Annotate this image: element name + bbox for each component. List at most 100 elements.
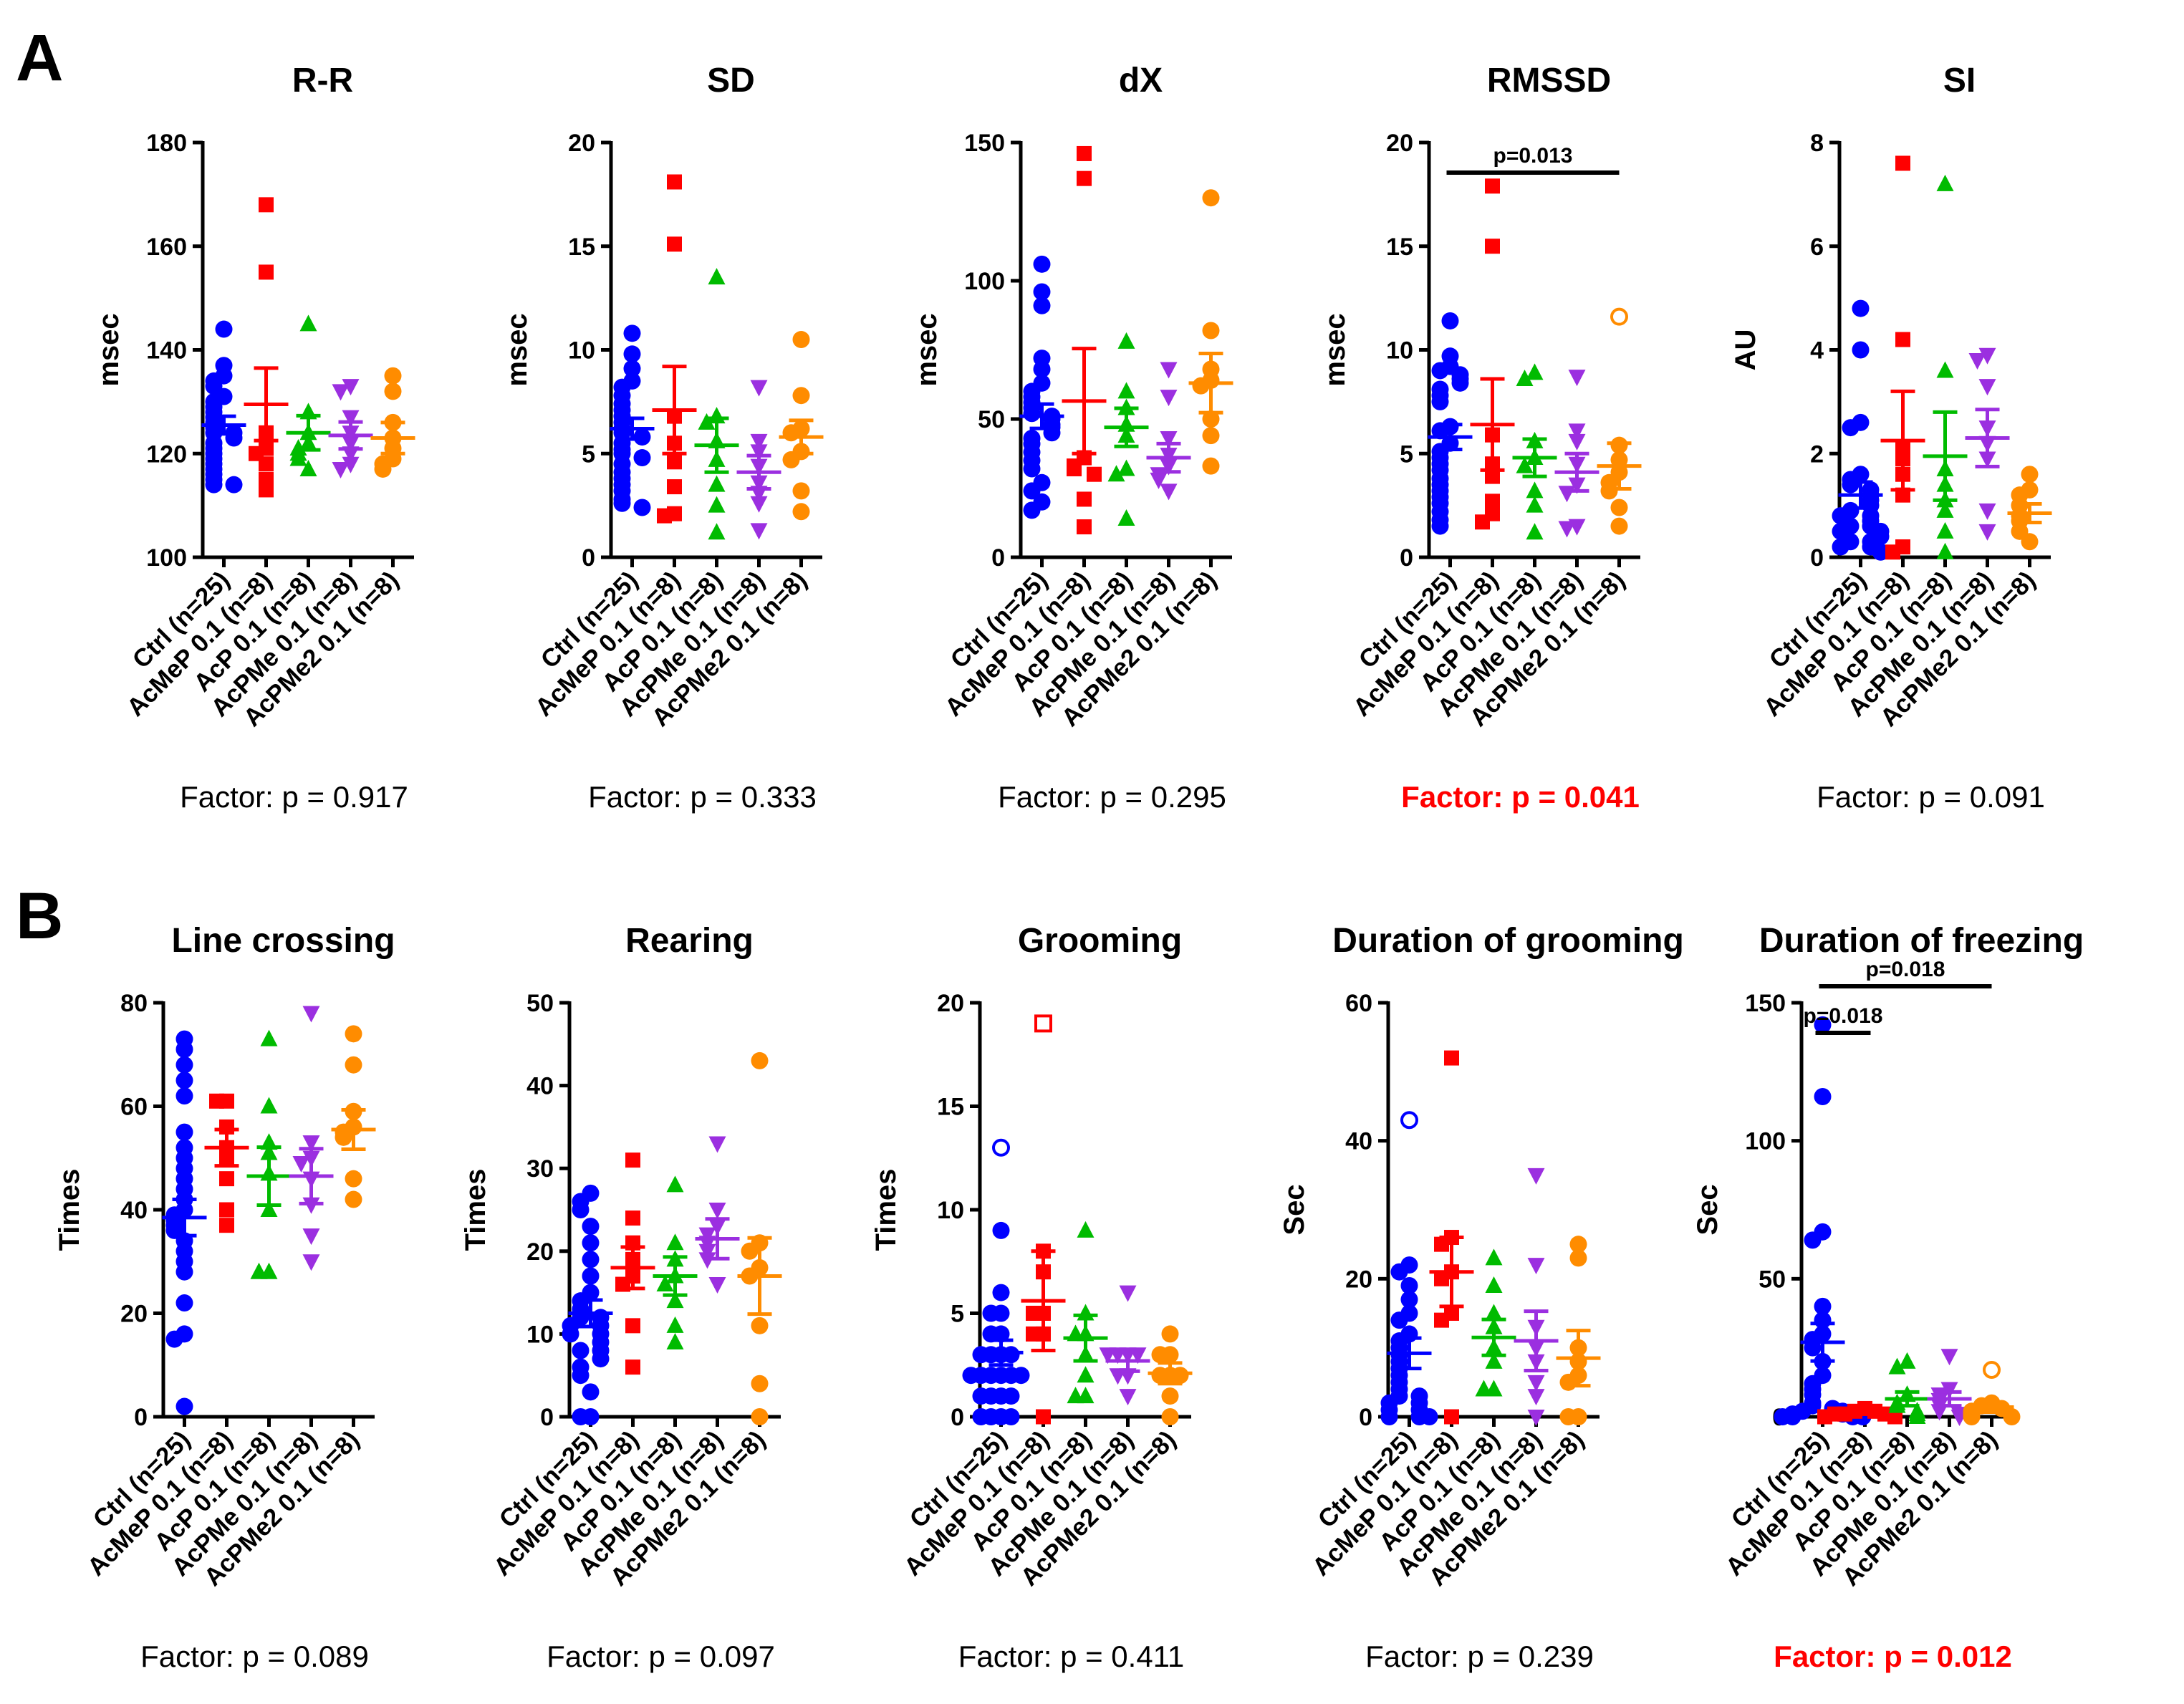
- data-point: [1202, 189, 1220, 207]
- data-point: [1527, 1375, 1545, 1392]
- data-point: [342, 456, 360, 473]
- data-point: [1559, 1373, 1577, 1391]
- data-point: [708, 496, 726, 513]
- chart-title: Grooming: [1018, 922, 1182, 960]
- data-point: [299, 314, 317, 332]
- chart-title: SD: [707, 62, 755, 100]
- y-tick-label: 5: [1400, 441, 1413, 468]
- data-point: [1012, 1367, 1030, 1385]
- data-point: [750, 444, 768, 461]
- y-tick-label: 150: [1745, 990, 1786, 1017]
- data-point: [1936, 174, 1954, 191]
- significance-label: p=0.018: [1866, 958, 1945, 981]
- y-tick-label: 160: [146, 234, 187, 261]
- data-point: [1485, 494, 1500, 509]
- data-point: [750, 380, 768, 397]
- y-tick-label: 4: [1810, 337, 1824, 365]
- y-tick-label: 140: [146, 337, 187, 365]
- data-point: [289, 449, 307, 466]
- data-point: [1077, 1221, 1095, 1238]
- data-point: [250, 1262, 268, 1279]
- y-tick-label: 100: [1745, 1128, 1786, 1155]
- y-tick-label: 6: [1810, 234, 1824, 261]
- data-point: [1077, 170, 1092, 186]
- factor-p-value: Factor: p = 0.239: [1365, 1640, 1594, 1673]
- data-point: [374, 460, 392, 478]
- y-tick-label: 50: [526, 990, 554, 1017]
- data-point: [1160, 431, 1178, 448]
- data-point: [623, 360, 641, 377]
- data-point: [1978, 503, 1996, 520]
- data-point: [1151, 1346, 1169, 1364]
- data-point: [1451, 374, 1469, 392]
- data-point: [332, 461, 350, 478]
- data-point: [1475, 514, 1490, 530]
- data-point: [225, 429, 243, 447]
- y-tick-label: 10: [937, 1197, 964, 1224]
- data-point: [1160, 390, 1178, 407]
- data-point: [342, 379, 360, 396]
- data-point: [1527, 1410, 1545, 1426]
- data-point: [1558, 486, 1576, 503]
- data-point: [750, 433, 768, 451]
- y-tick-label: 0: [951, 1404, 964, 1431]
- factor-p-value: Factor: p = 0.097: [547, 1640, 775, 1673]
- data-point: [1036, 1409, 1051, 1425]
- factor-p-value: Factor: p = 0.089: [140, 1640, 369, 1673]
- y-tick-label: 0: [582, 544, 595, 572]
- y-axis-label: msec: [911, 313, 943, 386]
- y-axis-label: Times: [460, 1169, 491, 1251]
- significance-label: p=0.013: [1493, 144, 1573, 168]
- data-point: [1940, 1349, 1958, 1366]
- y-tick-label: 40: [1345, 1128, 1372, 1155]
- data-point: [1067, 1387, 1084, 1404]
- data-point: [299, 459, 317, 476]
- y-tick-label: 0: [991, 544, 1005, 572]
- data-point: [1814, 1297, 1832, 1315]
- data-point: [750, 496, 768, 513]
- y-axis-label: msec: [93, 313, 125, 386]
- data-point: [1895, 332, 1910, 347]
- data-point: [1077, 519, 1092, 535]
- data-point: [698, 1227, 716, 1244]
- y-tick-label: 10: [526, 1321, 554, 1348]
- data-point: [750, 523, 768, 540]
- data-point: [1527, 1258, 1545, 1275]
- y-tick-label: 0: [1359, 1404, 1372, 1431]
- data-point: [345, 1190, 362, 1208]
- y-tick-label: 30: [526, 1155, 554, 1183]
- data-point: [1431, 393, 1449, 410]
- y-tick-label: 50: [978, 406, 1005, 433]
- data-point: [633, 449, 651, 467]
- data-point: [302, 1135, 320, 1152]
- chart-title: dX: [1119, 62, 1163, 100]
- data-point: [175, 1397, 193, 1415]
- data-point: [582, 1383, 600, 1401]
- data-point: [260, 1200, 278, 1217]
- data-point: [175, 1072, 193, 1089]
- y-axis-label: msec: [1319, 313, 1351, 386]
- y-axis-label: msec: [501, 313, 533, 386]
- data-point: [1202, 410, 1220, 428]
- data-point: [667, 174, 682, 190]
- data-point: [782, 451, 800, 468]
- data-point: [1569, 1236, 1587, 1253]
- data-point: [1431, 362, 1449, 380]
- y-tick-label: 15: [937, 1094, 964, 1121]
- data-point: [1978, 379, 1996, 396]
- data-point: [623, 324, 641, 342]
- data-point: [656, 1275, 674, 1292]
- data-point: [1872, 543, 1890, 561]
- y-axis-label: Times: [54, 1169, 85, 1251]
- panel-label-a: A: [16, 21, 63, 95]
- data-point: [1002, 1346, 1020, 1364]
- y-axis-label: AU: [1730, 329, 1761, 371]
- data-point: [1832, 538, 1849, 556]
- y-tick-label: 180: [146, 130, 187, 157]
- data-point: [1390, 1311, 1408, 1329]
- y-tick-label: 5: [951, 1301, 964, 1328]
